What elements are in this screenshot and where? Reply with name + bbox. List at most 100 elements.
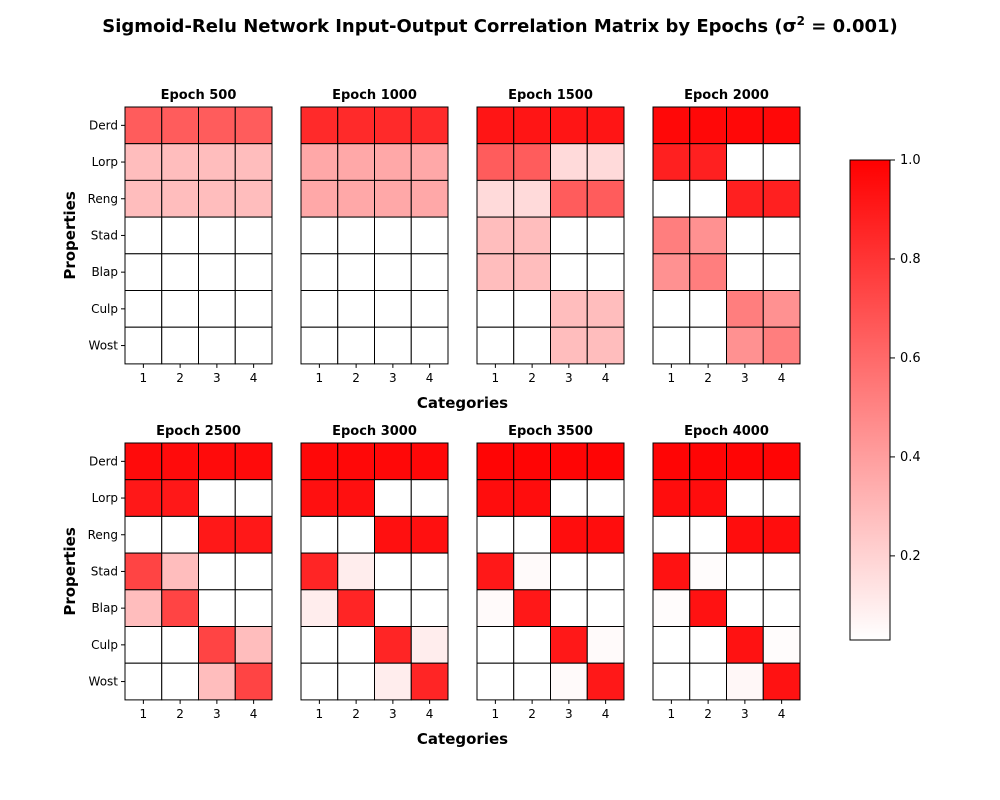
heatmap-cell xyxy=(198,179,236,218)
heatmap-cell xyxy=(337,143,375,181)
heatmap-cell xyxy=(198,253,236,292)
heatmap-cell xyxy=(374,515,412,554)
heatmap-cell xyxy=(374,552,412,591)
x-tick-label: 4 xyxy=(250,371,258,385)
x-tick-label: 2 xyxy=(352,371,360,385)
heatmap-cell xyxy=(586,662,625,701)
heatmap-cell xyxy=(161,552,199,591)
heatmap-cell xyxy=(726,589,764,627)
heatmap-cell xyxy=(300,326,339,365)
heatmap-cell xyxy=(124,326,163,365)
heatmap-cell xyxy=(762,216,801,255)
heatmap-cell xyxy=(762,589,801,627)
heatmap-cell xyxy=(586,589,625,627)
heatmap-cell xyxy=(337,106,375,145)
heatmap-cell xyxy=(550,106,588,145)
heatmap-cell xyxy=(513,143,551,181)
heatmap-cell xyxy=(300,479,339,517)
x-tick-label: 1 xyxy=(140,707,148,721)
heatmap-cell xyxy=(550,626,588,664)
heatmap-cell xyxy=(476,143,515,181)
heatmap-cell xyxy=(198,479,236,517)
heatmap-cell xyxy=(513,552,551,591)
heatmap-cell xyxy=(550,290,588,328)
heatmap-cell xyxy=(337,179,375,218)
x-tick-label: 3 xyxy=(389,371,397,385)
y-axis-label: Properties xyxy=(61,191,79,279)
heatmap-cell xyxy=(762,179,801,218)
heatmap-cell xyxy=(234,179,273,218)
heatmap-cell xyxy=(124,143,163,181)
panel-title: Epoch 2500 xyxy=(156,424,241,439)
heatmap-cell xyxy=(337,216,375,255)
heatmap-cell xyxy=(689,626,727,664)
heatmap-cell xyxy=(234,106,273,145)
y-tick-label: Blap xyxy=(91,265,118,279)
heatmap-cell xyxy=(476,589,515,627)
heatmap-cell xyxy=(410,589,449,627)
panel-title: Epoch 3500 xyxy=(508,424,593,439)
heatmap-cell xyxy=(161,143,199,181)
heatmap-cell xyxy=(374,106,412,145)
heatmap-cell xyxy=(550,326,588,365)
heatmap-cell xyxy=(762,552,801,591)
heatmap-cell xyxy=(762,626,801,664)
heatmap-cell xyxy=(476,253,515,292)
heatmap-cell xyxy=(586,515,625,554)
heatmap-cell xyxy=(198,626,236,664)
heatmap-cell xyxy=(161,515,199,554)
heatmap-cell xyxy=(198,216,236,255)
heatmap-cell xyxy=(550,662,588,701)
heatmap-cell xyxy=(513,290,551,328)
colorbar-tick-label: 0.2 xyxy=(900,549,921,564)
heatmap-cell xyxy=(513,479,551,517)
heatmap-cell xyxy=(410,626,449,664)
panel-title: Epoch 1500 xyxy=(508,88,593,103)
heatmap-cell xyxy=(476,106,515,145)
heatmap-cell xyxy=(300,290,339,328)
heatmap-cell xyxy=(726,253,764,292)
x-axis-label: Categories xyxy=(417,730,508,748)
y-tick-label: Stad xyxy=(91,564,118,578)
heatmap-cell xyxy=(513,515,551,554)
heatmap-cell xyxy=(513,442,551,481)
heatmap-cell xyxy=(374,626,412,664)
y-tick-label: Stad xyxy=(91,228,118,242)
heatmap-cell xyxy=(234,479,273,517)
heatmap-cell xyxy=(374,216,412,255)
heatmap-cell xyxy=(726,515,764,554)
heatmap-cell xyxy=(410,216,449,255)
heatmap-cell xyxy=(726,216,764,255)
y-tick-label: Derd xyxy=(89,118,118,132)
x-tick-label: 1 xyxy=(492,371,500,385)
heatmap-cell xyxy=(161,662,199,701)
heatmap-cell xyxy=(300,442,339,481)
x-tick-label: 3 xyxy=(741,371,749,385)
x-tick-label: 1 xyxy=(316,707,324,721)
heatmap-cell xyxy=(689,253,727,292)
x-tick-label: 4 xyxy=(602,371,610,385)
heatmap-cell xyxy=(652,552,691,591)
heatmap-cell xyxy=(161,179,199,218)
panel-title: Epoch 4000 xyxy=(684,424,769,439)
heatmap-cell xyxy=(161,290,199,328)
heatmap-cell xyxy=(300,253,339,292)
heatmap-cell xyxy=(726,552,764,591)
heatmap-cell xyxy=(726,479,764,517)
heatmap-cell xyxy=(689,479,727,517)
x-tick-label: 2 xyxy=(704,707,712,721)
x-tick-label: 1 xyxy=(492,707,500,721)
heatmap-cell xyxy=(410,515,449,554)
heatmap-cell xyxy=(652,106,691,145)
heatmap-cell xyxy=(689,589,727,627)
y-tick-label: Reng xyxy=(88,528,118,542)
heatmap-cell xyxy=(337,326,375,365)
heatmap-cell xyxy=(374,589,412,627)
heatmap-cell xyxy=(762,326,801,365)
x-tick-label: 2 xyxy=(352,707,360,721)
heatmap-cell xyxy=(374,442,412,481)
heatmap-cell xyxy=(476,479,515,517)
heatmap-cell xyxy=(124,290,163,328)
panel-title: Epoch 500 xyxy=(161,88,237,103)
heatmap-cell xyxy=(550,515,588,554)
